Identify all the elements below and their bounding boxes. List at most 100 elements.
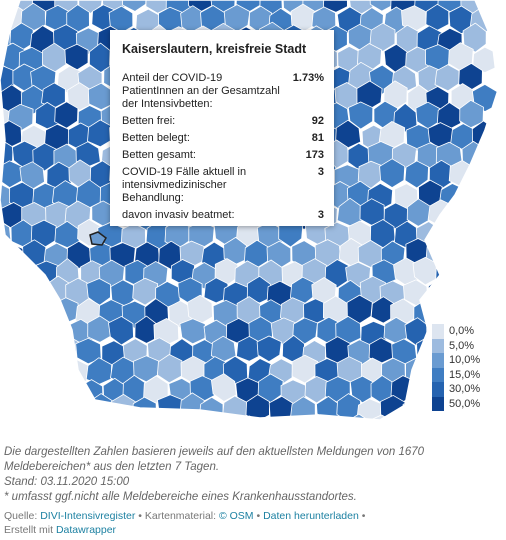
district xyxy=(458,415,483,420)
district xyxy=(436,220,462,250)
legend-item: 15,0% xyxy=(432,367,480,382)
legend-label: 0,0% xyxy=(449,325,475,338)
district xyxy=(258,418,284,420)
district xyxy=(0,376,13,405)
district xyxy=(369,0,395,12)
district xyxy=(100,414,128,420)
legend-swatch xyxy=(432,353,444,368)
footer-text: Kartenmaterial: xyxy=(144,510,217,522)
tooltip-title: Kaiserslautern, kreisfreie Stadt xyxy=(122,42,307,56)
district xyxy=(459,299,486,327)
district xyxy=(446,200,472,228)
datawrapper-link[interactable]: Datawrapper xyxy=(55,524,117,536)
district xyxy=(357,239,383,268)
district xyxy=(304,413,330,420)
district xyxy=(379,158,406,189)
district xyxy=(404,160,429,189)
country-outline xyxy=(0,0,498,420)
district xyxy=(54,416,79,420)
legend-label: 10,0% xyxy=(449,354,481,367)
district xyxy=(0,280,25,310)
district xyxy=(124,415,150,420)
highlighted-district[interactable] xyxy=(89,231,107,246)
legend-item: 0,0% xyxy=(432,324,480,339)
row-value: 92 xyxy=(311,115,324,127)
district xyxy=(30,415,57,420)
footer-text: Quelle: xyxy=(4,510,38,522)
notes: Die dargestellten Zahlen basieren jeweil… xyxy=(4,445,424,505)
row-label: COVID-19 Fälle aktuell in intensivmedizi… xyxy=(122,166,247,204)
tooltip-row: Betten gesamt: 173 xyxy=(122,149,324,162)
district xyxy=(210,373,237,402)
district xyxy=(42,356,70,385)
legend-swatch xyxy=(432,382,444,397)
legend-item: 10,0% xyxy=(432,353,480,368)
legend-label: 5,0% xyxy=(449,339,475,352)
legend-swatch xyxy=(432,396,444,411)
source-link[interactable]: DIVI-Intensivregister xyxy=(40,510,136,522)
row-value: 81 xyxy=(311,132,324,144)
download-link[interactable]: Daten herunterladen xyxy=(263,510,359,522)
district xyxy=(447,238,473,267)
district xyxy=(291,354,319,384)
tooltip-row: davon invasiv beatmet: 3 xyxy=(122,209,324,222)
osm-link[interactable]: © OSM xyxy=(218,510,254,522)
district xyxy=(347,101,374,130)
district xyxy=(31,375,57,405)
district xyxy=(75,337,102,365)
tooltip: Kaiserslautern, kreisfreie Stadt Anteil … xyxy=(110,30,334,226)
district xyxy=(0,358,26,387)
district xyxy=(34,297,61,328)
district xyxy=(0,398,27,420)
district xyxy=(0,338,12,367)
district xyxy=(322,0,348,13)
legend-item: 5,0% xyxy=(432,338,480,353)
tooltip-row: Betten frei: 92 xyxy=(122,115,324,128)
district xyxy=(9,258,35,286)
district xyxy=(0,257,13,288)
district xyxy=(74,412,101,420)
district xyxy=(413,416,439,420)
district xyxy=(450,280,478,309)
legend-item: 30,0% xyxy=(432,382,480,397)
row-label: davon invasiv beatmet: xyxy=(122,209,235,221)
district xyxy=(132,277,159,306)
district xyxy=(179,318,206,345)
district xyxy=(323,417,349,420)
legend-swatch xyxy=(432,324,444,339)
district xyxy=(7,374,33,404)
row-label: Betten belegt: xyxy=(122,132,190,144)
district xyxy=(0,242,24,270)
row-value: 1.73% xyxy=(292,72,324,84)
district xyxy=(19,275,46,305)
district xyxy=(0,0,14,14)
district xyxy=(190,413,217,420)
row-value: 3 xyxy=(317,166,324,178)
legend-label: 30,0% xyxy=(449,383,481,396)
tooltip-rows: Anteil der COVID-19 PatientInnen an der … xyxy=(122,72,324,222)
district xyxy=(474,275,498,305)
district xyxy=(9,337,35,366)
district xyxy=(7,297,34,328)
district xyxy=(336,393,361,420)
district xyxy=(393,416,419,420)
legend-label: 50,0% xyxy=(449,397,481,410)
district xyxy=(458,259,485,287)
district xyxy=(369,22,396,52)
legend-swatch xyxy=(432,367,444,382)
district xyxy=(0,297,13,326)
note-line: Stand: 03.11.2020 15:00 xyxy=(4,476,130,488)
note-line: Die dargestellten Zahlen basieren jeweil… xyxy=(4,446,425,458)
district xyxy=(20,395,47,420)
note-line: Meldebereichen* aus den letzten 7 Tagen. xyxy=(4,461,220,473)
footer-text: Erstellt mit xyxy=(4,524,54,536)
row-label: Betten frei: xyxy=(122,115,176,127)
district xyxy=(460,218,487,247)
district xyxy=(438,296,465,325)
district xyxy=(437,415,465,420)
district xyxy=(256,335,282,363)
district xyxy=(211,414,236,420)
row-value: 173 xyxy=(305,149,324,161)
legend-item: 50,0% xyxy=(432,396,481,411)
district xyxy=(156,354,183,384)
